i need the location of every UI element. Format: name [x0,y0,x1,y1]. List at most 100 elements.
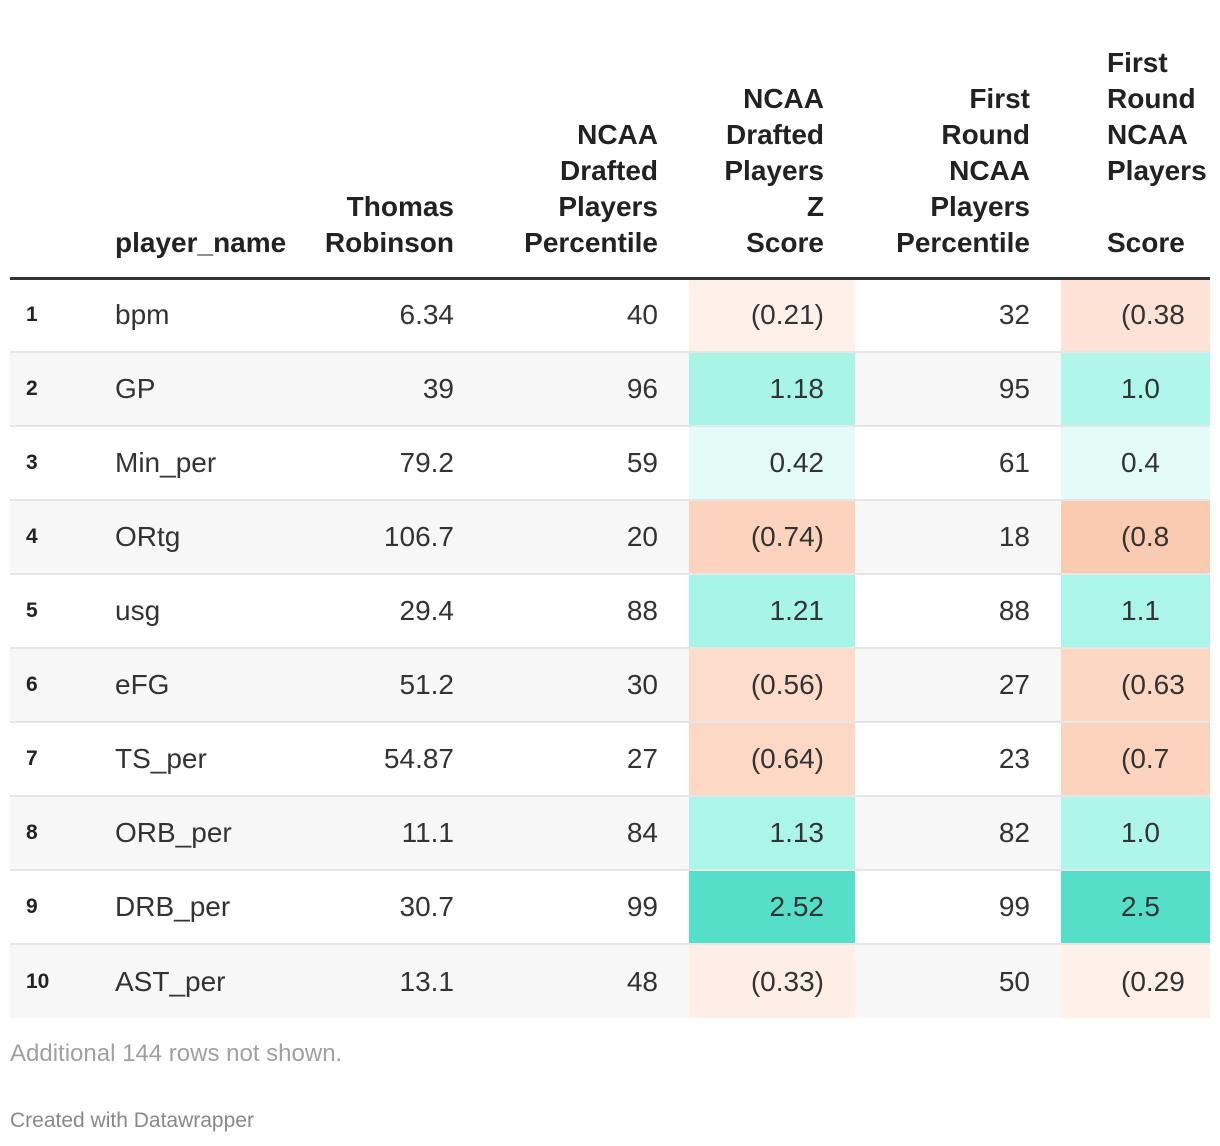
cell-ncaa-drafted-percentile: 84 [485,796,689,871]
cell-first-round-z-score: 2.5 [1061,870,1210,945]
cell-player-name: AST_per [80,944,310,1018]
row-number: 7 [10,722,80,797]
cell-player-name: ORB_per [80,796,310,871]
cell-first-round-z-score: (0.63 [1061,648,1210,723]
cell-thomas-robinson: 29.4 [310,574,485,649]
header-line: Percentile [896,226,1030,258]
cell-ncaa-drafted-z-score: (0.64) [689,722,855,797]
cell-thomas-robinson: 39 [310,352,485,427]
table-row: 1 bpm 6.34 40 (0.21) 32 (0.38 [10,278,1210,353]
row-number: 3 [10,426,80,501]
row-number: 10 [10,944,80,1018]
cell-player-name: eFG [80,648,310,723]
row-number: 5 [10,574,80,649]
cell-first-round-z-score: 1.0 [1061,796,1210,871]
row-number: 4 [10,500,80,575]
cell-thomas-robinson: 6.34 [310,278,485,353]
data-table-container: player_name Thomas Robinson NCAA Drafted Pl… [10,0,1210,1020]
cell-first-round-percentile: 27 [855,648,1061,723]
cell-ncaa-drafted-percentile: 48 [485,944,689,1018]
header-line: Round [941,118,1030,150]
header-line: NCAA [1107,118,1188,150]
rows-not-shown-note: Additional 144 rows not shown. [10,1040,343,1067]
table-row: 8 ORB_per 11.1 84 1.13 82 1.0 [10,796,1210,871]
header-rownum[interactable] [10,0,80,280]
cell-ncaa-drafted-percentile: 59 [485,426,689,501]
cell-player-name: Min_per [80,426,310,501]
header-line: Score [1107,226,1185,258]
datawrapper-credit[interactable]: Created with Datawrapper [10,1109,254,1132]
row-number: 8 [10,796,80,871]
cell-ncaa-drafted-z-score: 1.21 [689,574,855,649]
cell-ncaa-drafted-percentile: 99 [485,870,689,945]
header-line: Thomas [346,190,454,222]
header-ncaa-drafted-z-score[interactable]: NCAA Drafted Players Z Score [689,0,855,280]
header-line: First [1107,46,1168,78]
cell-thomas-robinson: 54.87 [310,722,485,797]
cell-ncaa-drafted-percentile: 96 [485,352,689,427]
cell-first-round-percentile: 88 [855,574,1061,649]
cell-ncaa-drafted-z-score: (0.56) [689,648,855,723]
data-table: player_name Thomas Robinson NCAA Drafted Pl… [10,0,1210,1018]
cell-player-name: ORtg [80,500,310,575]
header-line: Players [558,190,658,222]
cell-ncaa-drafted-percentile: 20 [485,500,689,575]
header-line: Players [1107,154,1207,186]
cell-thomas-robinson: 13.1 [310,944,485,1018]
header-line: Score [746,226,824,258]
header-ncaa-drafted-percentile[interactable]: NCAA Drafted Players Percentile [485,0,689,280]
cell-ncaa-drafted-z-score: 2.52 [689,870,855,945]
cell-first-round-z-score: (0.29 [1061,944,1210,1018]
header-line: Robinson [324,226,454,258]
header-line: First [969,82,1030,114]
header-line: NCAA [949,154,1030,186]
cell-first-round-z-score: 1.0 [1061,352,1210,427]
header-line: Z [806,190,824,222]
cell-ncaa-drafted-z-score: 1.18 [689,352,855,427]
row-number: 1 [10,278,80,353]
cell-player-name: bpm [80,278,310,353]
header-first-round-percentile[interactable]: First Round NCAA Players Percentile [855,0,1061,280]
header-first-round-z-score[interactable]: First Round NCAA Players Score [1061,0,1210,280]
header-line: Players [930,190,1030,222]
cell-player-name: DRB_per [80,870,310,945]
cell-first-round-z-score: (0.7 [1061,722,1210,797]
header-line: Round [1107,82,1196,114]
cell-first-round-percentile: 99 [855,870,1061,945]
table-row: 6 eFG 51.2 30 (0.56) 27 (0.63 [10,648,1210,723]
cell-player-name: usg [80,574,310,649]
table-row: 3 Min_per 79.2 59 0.42 61 0.4 [10,426,1210,501]
cell-first-round-percentile: 82 [855,796,1061,871]
cell-ncaa-drafted-percentile: 27 [485,722,689,797]
header-line: Players [724,154,824,186]
header-line: Drafted [725,118,824,150]
header-row: player_name Thomas Robinson NCAA Drafted Pl… [10,0,1210,280]
cell-first-round-percentile: 18 [855,500,1061,575]
header-player-name[interactable]: player_name [80,0,310,280]
cell-ncaa-drafted-z-score: (0.21) [689,278,855,353]
row-number: 9 [10,870,80,945]
cell-ncaa-drafted-z-score: 0.42 [689,426,855,501]
cell-first-round-percentile: 50 [855,944,1061,1018]
cell-thomas-robinson: 106.7 [310,500,485,575]
header-line: NCAA [577,118,658,150]
cell-first-round-z-score: 1.1 [1061,574,1210,649]
table-row: 9 DRB_per 30.7 99 2.52 99 2.5 [10,870,1210,945]
header-line: Drafted [559,154,658,186]
cell-player-name: TS_per [80,722,310,797]
cell-player-name: GP [80,352,310,427]
cell-ncaa-drafted-z-score: (0.33) [689,944,855,1018]
cell-first-round-percentile: 23 [855,722,1061,797]
cell-ncaa-drafted-z-score: (0.74) [689,500,855,575]
cell-ncaa-drafted-percentile: 30 [485,648,689,723]
header-thomas-robinson[interactable]: Thomas Robinson [310,0,485,280]
cell-first-round-z-score: (0.8 [1061,500,1210,575]
cell-ncaa-drafted-z-score: 1.13 [689,796,855,871]
table-row: 7 TS_per 54.87 27 (0.64) 23 (0.7 [10,722,1210,797]
table-row: 2 GP 39 96 1.18 95 1.0 [10,352,1210,427]
table-row: 10 AST_per 13.1 48 (0.33) 50 (0.29 [10,944,1210,1018]
cell-first-round-z-score: 0.4 [1061,426,1210,501]
cell-ncaa-drafted-percentile: 88 [485,574,689,649]
cell-ncaa-drafted-percentile: 40 [485,278,689,353]
table-body: 1 bpm 6.34 40 (0.21) 32 (0.38 2 GP 39 96 1.18 95 1.0 3… [10,278,1210,1018]
